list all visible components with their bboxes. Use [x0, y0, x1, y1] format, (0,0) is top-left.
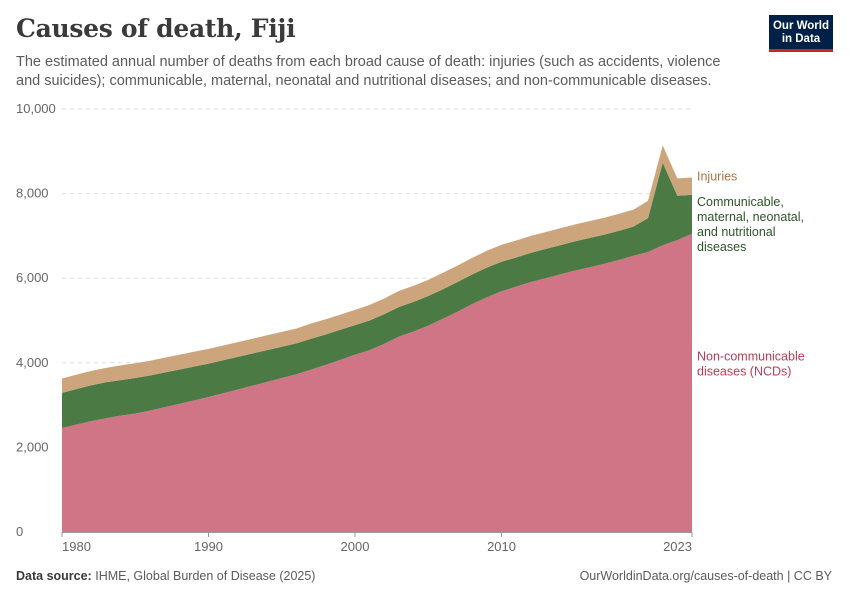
x-tick-label: 2000: [341, 539, 370, 554]
area-series-1[interactable]: [62, 162, 692, 428]
y-tick-label: 4,000: [16, 355, 49, 370]
legend-label-series-1: Communicable, maternal, neonatal, and nutr…: [697, 195, 804, 254]
y-tick-label: 8,000: [16, 186, 49, 201]
chart-title: Causes of death, Fiji: [16, 14, 296, 43]
data-source: Data source: IHME, Global Burden of Dise…: [16, 569, 315, 583]
y-tick-label: 2,000: [16, 439, 49, 454]
owid-logo[interactable]: Our World in Data: [769, 15, 833, 52]
area-series-2[interactable]: [62, 145, 692, 393]
y-tick-label: 6,000: [16, 270, 49, 285]
logo-line-2: in Data: [781, 33, 821, 45]
source-url[interactable]: OurWorldinData.org/causes-of-death | CC …: [579, 569, 832, 583]
legend-label-series-0: Non-communicable diseases (NCDs): [697, 349, 805, 378]
logo-line-1: Our World: [772, 20, 829, 32]
data-source-label: Data source:: [16, 569, 92, 583]
x-tick-label: 2010: [487, 539, 516, 554]
x-tick-label: 1980: [62, 539, 91, 554]
legend-label-series-2: Injuries: [697, 170, 737, 184]
chart-subtitle: The estimated annual number of deaths fr…: [16, 54, 721, 89]
y-tick-label: 10,000: [16, 101, 56, 116]
legend: Non-communicable diseases (NCDs) Communica…: [697, 170, 805, 379]
x-tick-label: 2023: [663, 539, 692, 554]
data-areas: [62, 145, 692, 533]
data-source-text: IHME, Global Burden of Disease (2025): [95, 569, 316, 583]
x-tick-label: 1990: [194, 539, 223, 554]
axes: 0 2,000 4,000 6,000 8,000 10,000 1980 1990 2000 2…: [16, 101, 693, 554]
y-tick-label: 0: [16, 524, 23, 539]
area-series-0[interactable]: [62, 233, 692, 533]
